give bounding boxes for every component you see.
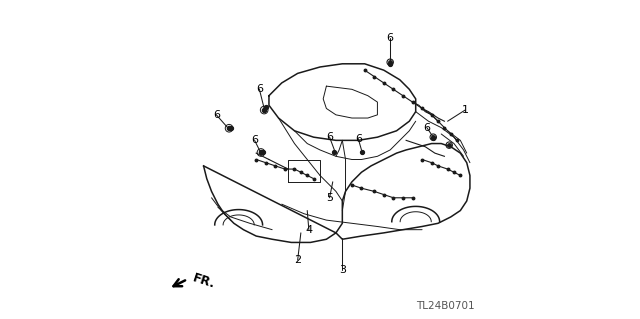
- Text: 6: 6: [355, 134, 362, 144]
- Text: FR.: FR.: [191, 271, 217, 291]
- Text: 6: 6: [256, 84, 263, 94]
- Text: 1: 1: [461, 105, 468, 115]
- Text: 6: 6: [251, 135, 258, 145]
- Text: 6: 6: [424, 122, 430, 133]
- Text: 3: 3: [339, 264, 346, 275]
- Text: 2: 2: [294, 255, 301, 265]
- Text: 6: 6: [213, 110, 220, 120]
- Text: 5: 5: [326, 193, 333, 203]
- Text: 6: 6: [387, 33, 394, 43]
- Text: 6: 6: [326, 132, 333, 142]
- Text: TL24B0701: TL24B0701: [416, 301, 475, 311]
- Text: 4: 4: [305, 225, 312, 235]
